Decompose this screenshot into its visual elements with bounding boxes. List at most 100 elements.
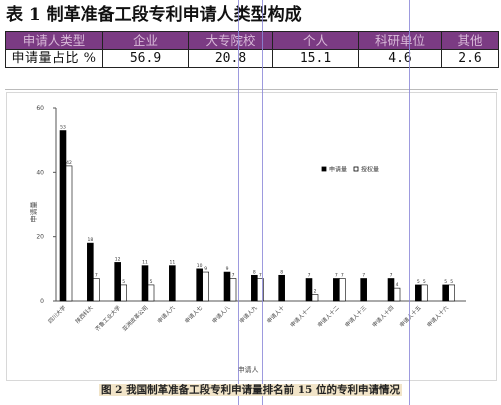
y-axis-label: 申请量 [29,202,38,223]
x-tick-label: 齐鲁工业大学 [93,303,122,332]
data-label-grant: 42 [66,160,72,166]
data-label-apply: 11 [142,260,148,266]
x-tick-label: 申请人十一 [288,303,313,328]
bar-grant [229,278,237,302]
data-label-apply: 11 [169,260,175,266]
x-tick-label: 申请人九 [238,303,260,325]
data-label-grant: 7 [95,272,98,278]
bar-apply [59,130,67,302]
figure-caption: 图 2 我国制革准备工段专利申请量排名前 15 位的专利申请情况 [6,383,495,397]
x-tick-label: 四川大学 [46,303,68,325]
x-axis-label: 申请人 [238,365,259,374]
bar-grant [393,287,401,302]
bar-grant [257,278,264,302]
bar-grant [93,278,100,302]
data-label-apply: 12 [115,256,121,262]
table-header-row: 申请人类型 企业 大专院校 个人 科研单位 其他 [5,31,499,50]
y-tick-label: 60 [36,105,44,112]
legend-label-grant: 授权量 [361,166,379,174]
x-tick-label: 申请人八 [210,303,232,325]
data-label-grant: 7 [341,272,344,278]
header-cell: 其他 [441,31,499,50]
data-label-grant: 7 [259,272,262,278]
data-label-apply: 18 [87,237,93,243]
row-label: 申请量占比 % [5,49,103,68]
data-label-apply: 8 [280,269,283,275]
data-label-apply: 7 [390,272,393,278]
bar-grant [147,284,155,302]
guide-line [409,0,410,405]
data-label-grant: 5 [122,279,125,285]
header-cell: 企业 [102,31,189,50]
bar-grant [448,284,455,302]
x-tick-label: 申请人七 [183,303,205,325]
bar-apply [196,268,203,302]
header-cell: 申请人类型 [5,31,103,50]
chart-legend: 申请量 授权量 [321,166,379,174]
bar-apply [278,274,285,302]
data-label-grant: 5 [450,279,453,285]
value-cell: 15.1 [272,49,359,68]
data-label-grant: 2 [314,289,317,295]
data-label-apply: 7 [362,272,365,278]
x-tick-label: 亚洲皮革公司 [120,304,149,333]
value-cell: 2.6 [441,49,499,68]
value-cell: 56.9 [102,49,189,68]
bar-grant [339,278,346,302]
data-label-grant: 5 [423,279,426,285]
guide-line [238,0,239,405]
data-label-apply: 7 [308,272,311,278]
legend-swatch-grant [353,166,359,172]
data-label-grant: 7 [232,272,235,278]
applicant-type-table: 申请人类型 企业 大专院校 个人 科研单位 其他 申请量占比 % 56.9 20… [5,31,499,68]
data-label-apply: 10 [197,263,203,269]
value-cell: 20.8 [188,49,273,68]
y-tick-label: 40 [36,169,44,176]
value-cell: 4.6 [358,49,442,68]
data-label-apply: 53 [60,125,66,131]
x-tick-label: 申请人十五 [398,303,423,328]
data-label-apply: 5 [444,279,447,285]
bar-apply [114,262,121,302]
bar-apply [442,284,449,302]
bar-apply [415,284,422,302]
legend-label-apply: 申请量 [329,166,347,174]
section-divider [5,89,498,90]
data-label-apply: 5 [417,279,420,285]
x-tick-label: 陕西科大 [74,303,96,325]
header-cell: 科研单位 [358,31,442,50]
table-row: 申请量占比 % 56.9 20.8 15.1 4.6 2.6 [5,49,499,68]
x-tick-label: 申请人六 [156,303,178,325]
bar-grant [202,271,209,302]
header-cell: 大专院校 [188,31,273,50]
bar-apply [169,265,176,302]
data-label-apply: 8 [253,269,256,275]
x-tick-label: 申请人十三 [343,303,368,328]
bar-grant [311,294,319,302]
data-label-apply: 9 [226,266,229,272]
bar-grant [65,165,73,302]
data-label-grant: 9 [204,266,207,272]
bar-apply [333,278,340,302]
x-tick-label: 申请人十 [265,303,287,325]
chart-frame [6,92,497,381]
x-tick-label: 申请人十二 [316,303,341,328]
bar-apply [87,242,94,302]
bar-apply [251,274,258,302]
y-tick-label: 0 [40,298,44,305]
x-tick-label: 申请人十六 [425,303,450,328]
table-title: 表 1 制革准备工段专利申请人类型构成 [6,5,302,25]
x-tick-label: 申请人十四 [370,304,395,329]
data-label-apply: 7 [335,272,338,278]
data-label-grant: 4 [396,282,399,288]
y-tick-label: 20 [36,234,44,241]
bar-grant [421,284,428,302]
figure-caption-text: 图 2 我国制革准备工段专利申请量排名前 15 位的专利申请情况 [98,384,403,396]
guide-line [262,0,263,405]
bar-apply [360,278,367,302]
bar-apply [141,265,149,302]
data-label-grant: 5 [150,279,153,285]
bar-apply [223,271,231,302]
bar-apply [305,278,313,302]
